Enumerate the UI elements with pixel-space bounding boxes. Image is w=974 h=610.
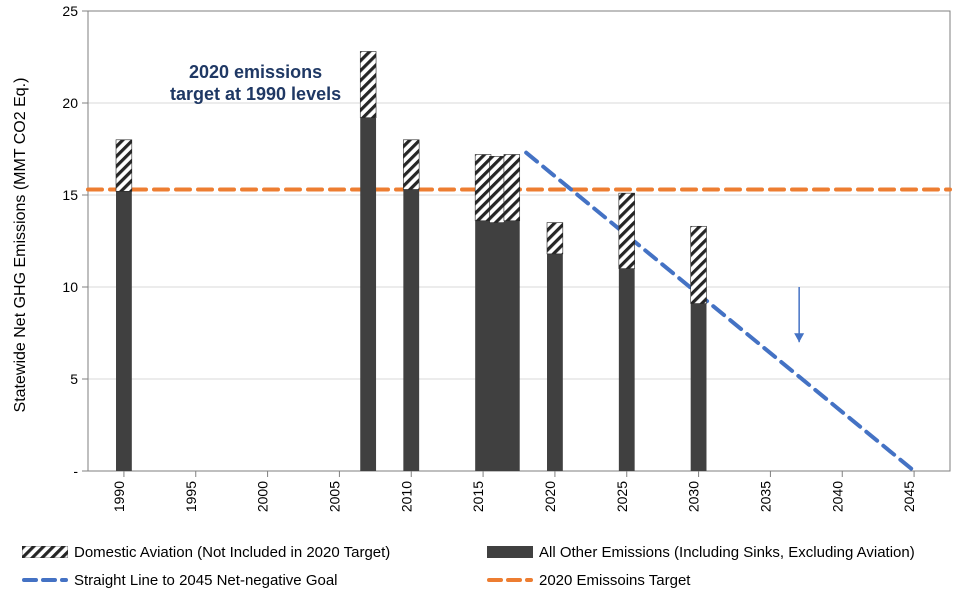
svg-text:2010: 2010 bbox=[398, 481, 414, 512]
legend-swatch-all-other bbox=[487, 546, 533, 558]
svg-text:1990: 1990 bbox=[111, 481, 127, 512]
y-axis-label: Statewide Net GHG Emissions (MMT CO2 Eq.… bbox=[12, 5, 30, 485]
svg-text:25: 25 bbox=[62, 5, 78, 19]
svg-text:2040: 2040 bbox=[829, 481, 845, 512]
emissions-chart: -510152025199019952000200520102015202020… bbox=[18, 5, 958, 527]
svg-text:2035: 2035 bbox=[757, 481, 773, 512]
legend-item-all-other: All Other Emissions (Including Sinks, Ex… bbox=[487, 538, 952, 566]
legend-swatch-aviation bbox=[22, 546, 68, 558]
svg-text:2030: 2030 bbox=[686, 481, 702, 512]
svg-text:5: 5 bbox=[70, 371, 78, 387]
svg-text:2025: 2025 bbox=[614, 481, 630, 512]
target-annotation-line2: target at 1990 levels bbox=[170, 84, 341, 104]
legend-label-all-other: All Other Emissions (Including Sinks, Ex… bbox=[539, 544, 915, 561]
legend-swatch-trend-line bbox=[22, 574, 68, 586]
svg-text:2005: 2005 bbox=[326, 481, 342, 512]
legend-swatch-target-line bbox=[487, 574, 533, 586]
legend-label-trend-line: Straight Line to 2045 Net-negative Goal bbox=[74, 572, 338, 589]
svg-text:20: 20 bbox=[62, 95, 78, 111]
svg-text:2020: 2020 bbox=[542, 481, 558, 512]
legend: Domestic Aviation (Not Included in 2020 … bbox=[22, 538, 952, 600]
legend-item-trend-line: Straight Line to 2045 Net-negative Goal bbox=[22, 566, 487, 594]
legend-item-aviation: Domestic Aviation (Not Included in 2020 … bbox=[22, 538, 487, 566]
legend-item-target-line: 2020 Emissoins Target bbox=[487, 566, 952, 594]
svg-text:2045: 2045 bbox=[901, 481, 917, 512]
target-annotation: 2020 emissions target at 1990 levels bbox=[170, 62, 341, 105]
svg-text:15: 15 bbox=[62, 187, 78, 203]
legend-label-target-line: 2020 Emissoins Target bbox=[539, 572, 690, 589]
svg-text:1995: 1995 bbox=[183, 481, 199, 512]
svg-text:2000: 2000 bbox=[255, 481, 271, 512]
svg-text:-: - bbox=[73, 463, 78, 479]
svg-text:2015: 2015 bbox=[470, 481, 486, 512]
svg-text:10: 10 bbox=[62, 279, 78, 295]
legend-label-aviation: Domestic Aviation (Not Included in 2020 … bbox=[74, 544, 390, 561]
target-annotation-line1: 2020 emissions bbox=[189, 62, 322, 82]
